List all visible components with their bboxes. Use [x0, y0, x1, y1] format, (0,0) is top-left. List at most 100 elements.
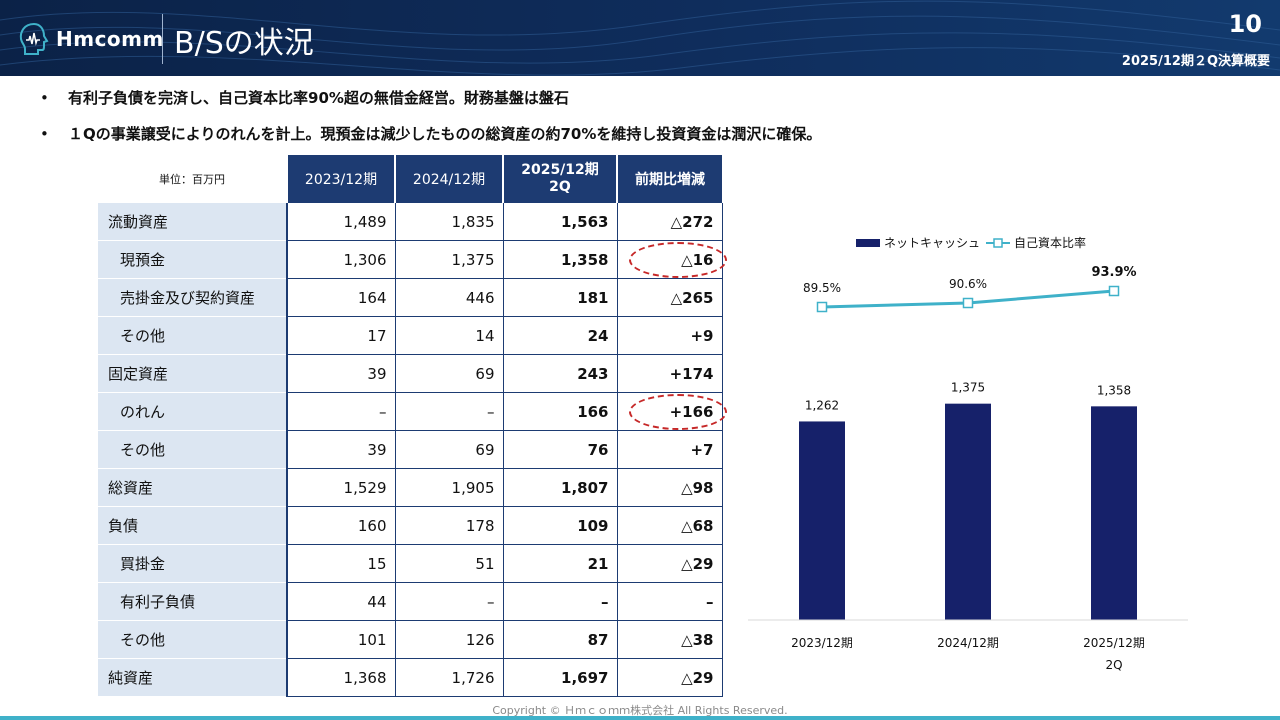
table-cell: 164	[287, 278, 396, 317]
table-cell: △98	[617, 468, 723, 507]
table-cell: 44	[287, 582, 396, 621]
column-header: 2024/12期	[394, 155, 503, 203]
copyright-text: Copyright © Ｈｍｃｏｍｍ株式会社 All Rights Reserv…	[492, 704, 788, 717]
table-cell: 87	[503, 620, 618, 659]
table-cell: 1,529	[287, 468, 396, 507]
column-header: 2025/12期 2Q	[502, 155, 617, 203]
table-row: 売掛金及び契約資産 164 446 181 △265	[98, 278, 723, 317]
table-cell: 178	[395, 506, 504, 545]
table-cell: 101	[287, 620, 396, 659]
company-logo: Hmcomm	[16, 20, 164, 58]
table-cell: 1,358	[503, 240, 618, 279]
row-label: 純資産	[98, 658, 288, 697]
table-cell: 126	[395, 620, 504, 659]
table-cell: 14	[395, 316, 504, 355]
logo-text: Hmcomm	[56, 27, 164, 51]
table-cell: △29	[617, 658, 723, 697]
table-cell: △265	[617, 278, 723, 317]
table-cell: –	[287, 392, 396, 431]
line-data-label: 93.9%	[1091, 265, 1136, 280]
bullet-marker: •	[40, 89, 49, 107]
line-data-label: 89.5%	[803, 281, 841, 295]
legend-label: 自己資本比率	[1014, 235, 1086, 250]
row-label: 現預金	[98, 240, 288, 279]
balance-sheet-table: 単位：百万円 2023/12期 2024/12期 2025/12期 2Q 前期比…	[98, 155, 723, 697]
bar-data-label: 1,375	[951, 381, 985, 395]
table-cell: 160	[287, 506, 396, 545]
table-cell: +9	[617, 316, 723, 355]
row-label: 固定資産	[98, 354, 288, 393]
table-cell: 21	[503, 544, 618, 583]
x-tick-label: 2023/12期	[791, 636, 853, 650]
table-cell: 1,905	[395, 468, 504, 507]
logo-head-icon	[19, 22, 49, 55]
table-cell: +7	[617, 430, 723, 469]
table-cell: 1,489	[287, 203, 396, 241]
table-row: 有利子負債 44– – –	[98, 582, 723, 621]
table-cell: 1,726	[395, 658, 504, 697]
x-tick-label: 2Q	[1105, 658, 1122, 672]
table-cell: 15	[287, 544, 396, 583]
table-cell: –	[617, 582, 723, 621]
column-header: 前期比増減	[616, 155, 722, 203]
x-tick-label: 2024/12期	[937, 636, 999, 650]
row-label: その他	[98, 430, 288, 469]
table-row: 純資産 1,368 1,726 1,697 △29	[98, 658, 723, 697]
table-cell: 69	[395, 354, 504, 393]
line-data-label: 90.6%	[949, 277, 987, 291]
row-label: 流動資産	[98, 203, 288, 241]
bar-data-label: 1,262	[805, 398, 839, 412]
bullet-text: 有利子負債を完済し、自己資本比率90%超の無借金経営。財務基盤は盤石	[68, 89, 569, 107]
table-cell: 1,835	[395, 203, 504, 241]
line-point	[962, 297, 974, 309]
table-cell: △38	[617, 620, 723, 659]
table-cell: 39	[287, 430, 396, 469]
table-cell: 446	[395, 278, 504, 317]
table-row: その他 101 126 87 △38	[98, 620, 723, 659]
table-row: 負債 160 178 109 △68	[98, 506, 723, 545]
net-cash-chart: ネットキャッシュ 自己資本比率 1,262 1,375 1,358 89.5% 90.6% 9…	[748, 235, 1188, 672]
row-label: その他	[98, 316, 288, 355]
table-cell: +174	[617, 354, 723, 393]
table-cell: 166	[503, 392, 618, 431]
header-divider	[162, 14, 163, 64]
section-subtitle: 2025/12期２Q決算概要	[1121, 54, 1270, 69]
row-label: 買掛金	[98, 544, 288, 583]
table-cell: 1,306	[287, 240, 396, 279]
table-row: その他 39 69 76 +7	[98, 430, 723, 469]
summary-bullets: • 有利子負債を完済し、自己資本比率90%超の無借金経営。財務基盤は盤石 • １…	[40, 88, 1260, 160]
row-label: 売掛金及び契約資産	[98, 278, 288, 317]
table-cell: 243	[503, 354, 618, 393]
table-cell: 1,807	[503, 468, 618, 507]
page-number: 10	[1228, 10, 1262, 38]
row-label: 負債	[98, 506, 288, 545]
bar	[799, 421, 845, 620]
unit-label: 単位：百万円	[159, 173, 225, 186]
table-cell: 51	[395, 544, 504, 583]
table-cell: –	[395, 392, 504, 431]
table-cell: 181	[503, 278, 618, 317]
row-label: のれん	[98, 392, 288, 431]
legend-label: ネットキャッシュ	[884, 236, 980, 250]
table-cell: 1,697	[503, 658, 618, 697]
highlight-ellipse	[629, 242, 727, 278]
table-row: 総資産 1,529 1,905 1,807 △98	[98, 468, 723, 507]
column-header: 2023/12期	[286, 155, 395, 203]
bar	[1091, 406, 1137, 620]
x-tick-label: 2025/12期	[1083, 636, 1145, 650]
line-point	[1108, 285, 1120, 297]
table-row: その他 17 14 24 +9	[98, 316, 723, 355]
bullet-text: １Qの事業譲受によりのれんを計上。現預金は減少したものの総資産の約70%を維持し…	[68, 125, 822, 143]
bar	[945, 403, 991, 620]
table-cell: 1,563	[503, 203, 618, 241]
table-cell: 17	[287, 316, 396, 355]
table-cell: 1,368	[287, 658, 396, 697]
table-cell: 24	[503, 316, 618, 355]
table-cell: –	[503, 582, 618, 621]
legend-swatch-net-cash	[856, 239, 880, 247]
bullet-item: • 有利子負債を完済し、自己資本比率90%超の無借金経営。財務基盤は盤石	[40, 88, 1260, 118]
legend-marker	[993, 238, 1003, 248]
line-point	[816, 301, 828, 313]
row-label: 有利子負債	[98, 582, 288, 621]
table-cell: 39	[287, 354, 396, 393]
